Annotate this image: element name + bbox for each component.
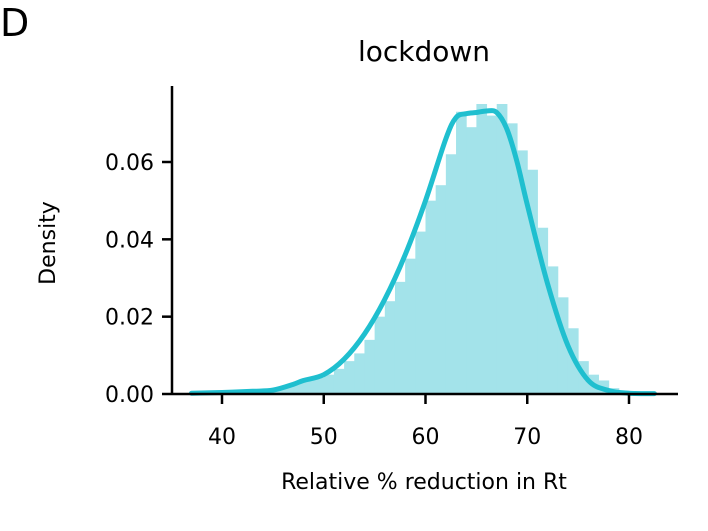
histogram-bar xyxy=(456,111,467,394)
histogram-bar xyxy=(364,339,376,394)
histogram-bar xyxy=(303,380,315,394)
histogram-bar xyxy=(394,281,406,394)
histogram-bar xyxy=(445,154,457,394)
histogram-bar xyxy=(506,123,518,394)
y-tick-label: 0.04 xyxy=(105,228,154,253)
y-tick-label: 0.00 xyxy=(105,383,154,408)
x-tick-label: 50 xyxy=(310,425,338,450)
histogram-bar xyxy=(517,150,528,394)
histogram-bar xyxy=(384,301,396,394)
histogram-bar xyxy=(547,266,559,394)
x-tick-label: 60 xyxy=(412,425,440,450)
histogram-bar xyxy=(537,227,549,394)
histogram-bar xyxy=(466,127,477,394)
histogram-bar xyxy=(293,382,304,394)
histogram-bar xyxy=(557,297,569,394)
y-tick-label: 0.02 xyxy=(105,306,154,331)
histogram-bar xyxy=(313,377,325,394)
histogram-bar xyxy=(476,104,488,394)
histogram-bar xyxy=(425,200,437,394)
x-tick-label: 70 xyxy=(513,425,541,450)
histogram-bar xyxy=(374,316,386,394)
x-ticks: 40 50 60 70 80 xyxy=(208,394,643,450)
x-tick-label: 40 xyxy=(208,425,236,450)
y-ticks: 0.00 0.02 0.04 0.06 xyxy=(105,151,172,408)
x-tick-label: 80 xyxy=(615,425,643,450)
histogram-bar xyxy=(415,231,426,394)
panel-letter: D xyxy=(0,1,29,45)
histogram-bar xyxy=(283,386,294,394)
chart-title: lockdown xyxy=(358,35,490,68)
histogram-bar xyxy=(435,185,447,394)
histogram-bar xyxy=(496,104,508,394)
y-axis-label: Density xyxy=(36,201,61,285)
histogram-bar xyxy=(354,353,365,394)
histogram-bars xyxy=(191,104,661,394)
histogram-bar xyxy=(344,361,355,394)
histogram-bar xyxy=(323,374,335,394)
histogram-bar xyxy=(486,115,498,394)
histogram-bar xyxy=(405,258,416,394)
y-tick-label: 0.06 xyxy=(105,151,154,176)
x-axis-label: Relative % reduction in Rt xyxy=(281,470,567,495)
histogram-bar xyxy=(333,368,345,394)
histogram-bar xyxy=(272,389,284,394)
histogram-bar xyxy=(527,169,538,394)
kde-curve xyxy=(188,108,657,397)
